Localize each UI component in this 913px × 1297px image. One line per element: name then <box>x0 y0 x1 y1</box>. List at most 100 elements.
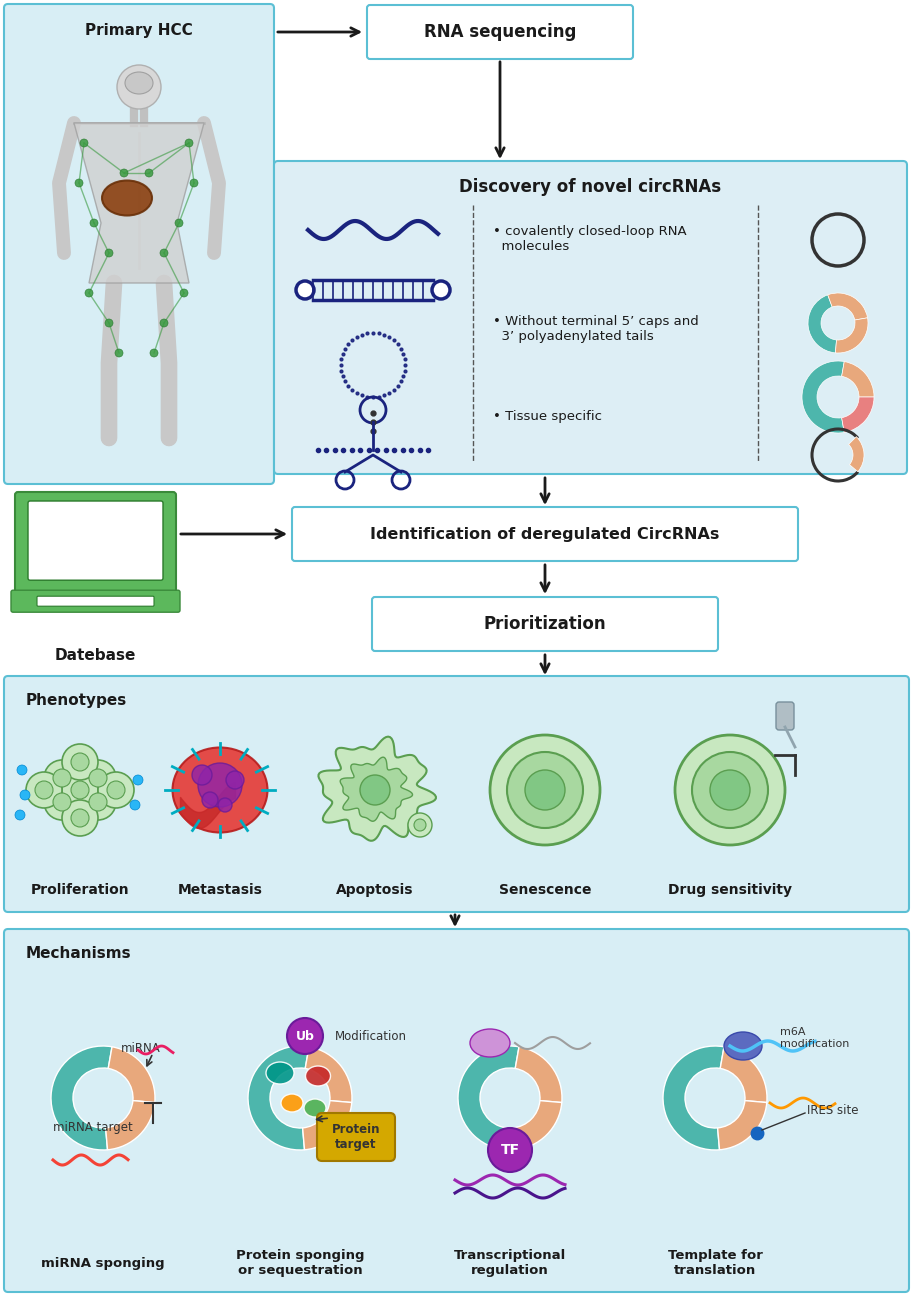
Circle shape <box>117 65 161 109</box>
Circle shape <box>133 776 143 785</box>
FancyBboxPatch shape <box>776 702 794 730</box>
Text: Prioritization: Prioritization <box>484 615 606 633</box>
FancyBboxPatch shape <box>317 1113 395 1161</box>
Circle shape <box>192 765 212 785</box>
Wedge shape <box>842 362 874 397</box>
Circle shape <box>488 1128 532 1172</box>
Circle shape <box>190 179 198 187</box>
Text: • Tissue specific: • Tissue specific <box>493 410 602 423</box>
Text: Modification: Modification <box>335 1030 407 1043</box>
Wedge shape <box>802 361 845 433</box>
Circle shape <box>525 770 565 811</box>
Text: RNA sequencing: RNA sequencing <box>424 23 576 42</box>
Ellipse shape <box>281 1093 303 1112</box>
Wedge shape <box>51 1045 112 1150</box>
Wedge shape <box>109 1047 155 1102</box>
Text: Identification of deregulated CircRNAs: Identification of deregulated CircRNAs <box>371 527 719 542</box>
Wedge shape <box>302 1101 352 1150</box>
Wedge shape <box>106 1101 155 1150</box>
FancyBboxPatch shape <box>15 492 176 595</box>
Circle shape <box>115 349 123 357</box>
Text: miRNA target: miRNA target <box>53 1122 133 1135</box>
Text: Mechanisms: Mechanisms <box>26 946 131 961</box>
Circle shape <box>360 776 390 805</box>
Text: Drug sensitivity: Drug sensitivity <box>668 883 792 898</box>
Wedge shape <box>515 1047 562 1102</box>
Ellipse shape <box>102 180 152 215</box>
FancyBboxPatch shape <box>28 501 163 580</box>
Text: Apoptosis: Apoptosis <box>336 883 414 898</box>
Text: Ub: Ub <box>296 1030 314 1043</box>
Circle shape <box>80 783 116 820</box>
Circle shape <box>160 319 168 327</box>
Text: Primary HCC: Primary HCC <box>85 22 193 38</box>
Ellipse shape <box>173 747 268 833</box>
Circle shape <box>145 169 153 176</box>
Wedge shape <box>720 1047 767 1102</box>
FancyBboxPatch shape <box>292 507 798 562</box>
Circle shape <box>105 249 113 257</box>
FancyBboxPatch shape <box>4 4 274 484</box>
Wedge shape <box>663 1045 724 1150</box>
Circle shape <box>62 800 98 837</box>
Circle shape <box>80 139 88 147</box>
Circle shape <box>490 735 600 846</box>
Wedge shape <box>248 1045 309 1150</box>
Circle shape <box>218 798 232 812</box>
Circle shape <box>71 781 89 799</box>
Circle shape <box>226 770 244 789</box>
Text: Proliferation: Proliferation <box>31 883 130 898</box>
Text: Senescence: Senescence <box>498 883 592 898</box>
Wedge shape <box>718 1101 767 1150</box>
Text: miRNA: miRNA <box>121 1041 161 1054</box>
Text: • Without terminal 5’ caps and
  3’ polyadenylated tails: • Without terminal 5’ caps and 3’ polyad… <box>493 315 698 342</box>
Circle shape <box>98 772 134 808</box>
Wedge shape <box>512 1101 561 1150</box>
FancyBboxPatch shape <box>367 5 633 58</box>
Circle shape <box>120 169 128 176</box>
Circle shape <box>296 281 314 300</box>
Circle shape <box>62 744 98 779</box>
Text: Protein sponging
or sequestration: Protein sponging or sequestration <box>236 1249 364 1278</box>
Text: TF: TF <box>500 1143 519 1157</box>
Circle shape <box>692 752 768 827</box>
Circle shape <box>71 754 89 770</box>
Circle shape <box>185 139 193 147</box>
Wedge shape <box>842 397 874 432</box>
Circle shape <box>408 813 432 837</box>
Ellipse shape <box>306 1066 331 1086</box>
Circle shape <box>507 752 583 827</box>
Circle shape <box>414 818 426 831</box>
Polygon shape <box>319 737 436 840</box>
FancyBboxPatch shape <box>11 590 180 612</box>
FancyBboxPatch shape <box>4 676 909 912</box>
Circle shape <box>90 219 98 227</box>
Ellipse shape <box>724 1032 762 1060</box>
Wedge shape <box>808 294 836 353</box>
Circle shape <box>150 349 158 357</box>
FancyBboxPatch shape <box>274 161 907 473</box>
Circle shape <box>675 735 785 846</box>
Circle shape <box>107 781 125 799</box>
Circle shape <box>180 289 188 297</box>
FancyBboxPatch shape <box>4 929 909 1292</box>
Circle shape <box>287 1018 323 1054</box>
Circle shape <box>80 760 116 796</box>
Text: m6A
modification: m6A modification <box>780 1027 849 1049</box>
Wedge shape <box>835 318 868 353</box>
Circle shape <box>20 790 30 800</box>
Ellipse shape <box>304 1099 326 1117</box>
Text: Transcriptional
regulation: Transcriptional regulation <box>454 1249 566 1278</box>
Circle shape <box>53 792 71 811</box>
Circle shape <box>85 289 93 297</box>
Text: Discovery of novel circRNAs: Discovery of novel circRNAs <box>459 178 721 196</box>
Circle shape <box>75 179 83 187</box>
Circle shape <box>26 772 62 808</box>
Text: Metastasis: Metastasis <box>177 883 262 898</box>
Circle shape <box>71 809 89 827</box>
Polygon shape <box>74 123 204 283</box>
Ellipse shape <box>470 1029 510 1057</box>
Polygon shape <box>341 757 413 821</box>
Circle shape <box>89 769 107 787</box>
Wedge shape <box>848 437 864 472</box>
